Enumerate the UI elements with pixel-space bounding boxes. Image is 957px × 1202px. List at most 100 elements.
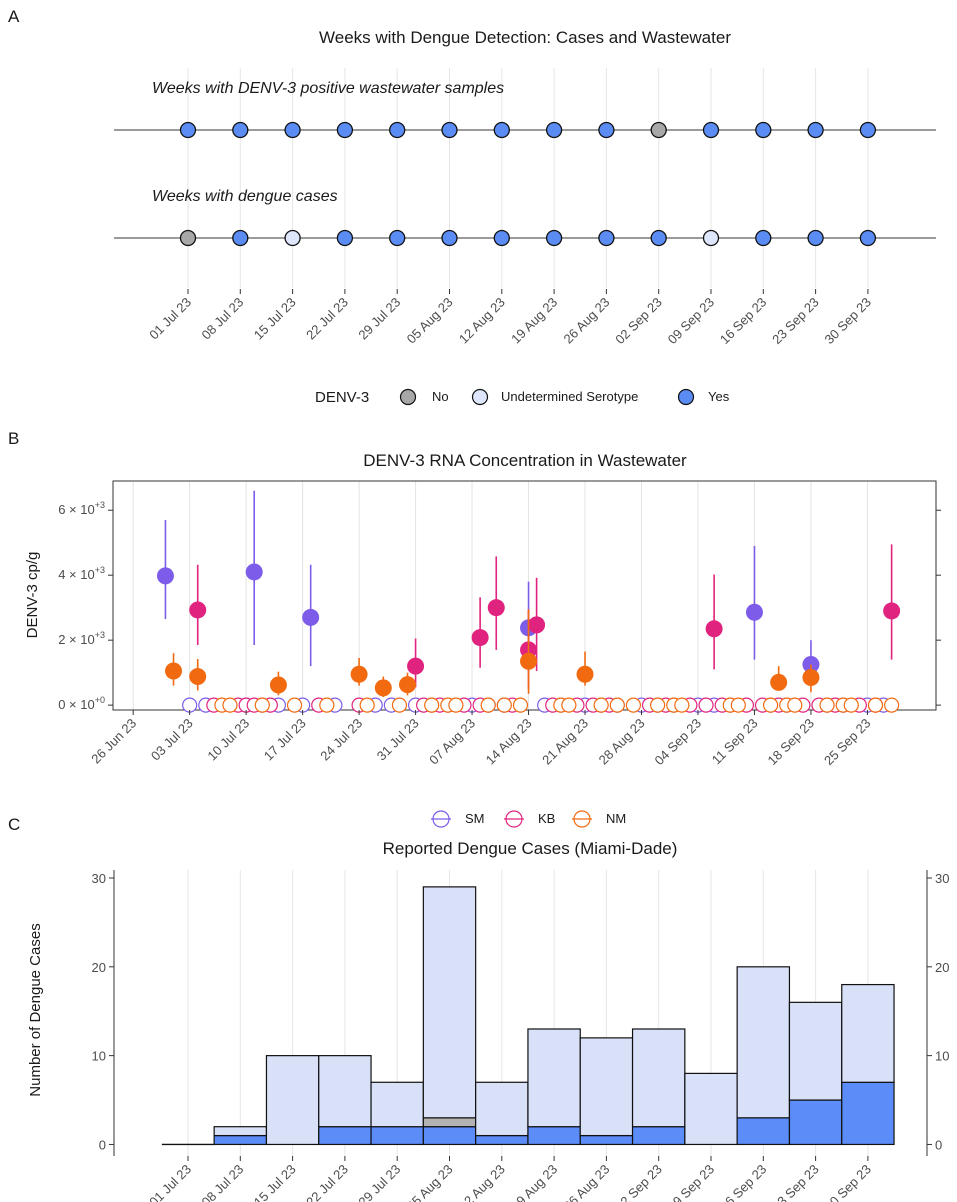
zero-point-nm (286, 697, 303, 713)
panel-b-x-tick-label: 28 Aug 23 (596, 716, 648, 768)
legend-key-no (399, 388, 417, 406)
cases-week-point (232, 229, 249, 247)
panel-b-x-tick-label: 07 Aug 23 (426, 716, 478, 768)
zero-point-nm (650, 697, 666, 713)
panel-c-x-tick-label: 16 Sep 23 (717, 1162, 770, 1202)
panel-a-x-tick-label: 12 Aug 23 (456, 295, 508, 347)
cases-week-point (859, 229, 877, 247)
panel-c-x-tick-label: 26 Aug 23 (561, 1162, 613, 1202)
panel-c-x-tick-label: 05 Aug 23 (404, 1162, 456, 1202)
panel-b-x-tick-label: 17 Jul 23 (261, 716, 309, 764)
concentration-point-nm (165, 662, 183, 680)
panel-b-x-tick-label: 25 Sep 23 (821, 716, 874, 769)
concentration-point-nm (802, 669, 820, 687)
panel-b-y-tick-label: 2 × 10+3 (58, 630, 105, 647)
bar-segment-yes (631, 1126, 686, 1146)
panel-c-x-tick-label: 01 Jul 23 (146, 1162, 194, 1202)
panel-b-x-tick-label: 21 Aug 23 (539, 716, 591, 768)
zero-point-nm (593, 697, 609, 713)
bar-segment-yes (213, 1134, 268, 1146)
concentration-point-nm (576, 665, 594, 683)
panel-a-points (179, 121, 877, 247)
bar-segment-undetermined-serotype (265, 1055, 320, 1146)
panel-a-x-tick-label: 23 Sep 23 (769, 295, 822, 348)
panel-c-y-axis: 0 0 10 10 20 20 30 30 (92, 871, 950, 1152)
legend-key-yes (677, 388, 695, 406)
legend-key-undetermined (471, 388, 489, 406)
panel-c-y-tick-label: 20 (92, 960, 106, 975)
bar-segment-undetermined-serotype (213, 1126, 268, 1137)
cases-week-point (755, 229, 772, 247)
panel-b-title: DENV-3 RNA Concentration in Wastewater (363, 451, 687, 470)
panel-a-legend-title: DENV-3 (315, 389, 369, 406)
concentration-point-kb (883, 602, 901, 620)
zero-point-nm (609, 697, 625, 713)
panel-b-y-axis: 0 × 10+0 2 × 10+3 4 × 10+3 6 × 10+3 (58, 500, 941, 712)
zero-point-nm (819, 697, 835, 713)
cases-week-point (598, 229, 615, 247)
panel-b-x-tick-label: 26 Jun 23 (88, 716, 139, 767)
cases-week-point (702, 229, 720, 247)
bar-segment-undetermined-serotype (684, 1072, 738, 1146)
panel-b-x-axis: 26 Jun 23 03 Jul 23 10 Jul 23 17 Jul 23 24 J… (88, 710, 874, 769)
panel-label-b: B (8, 429, 19, 448)
legend-label-undetermined: Undetermined Serotype (501, 389, 638, 404)
zero-point-nm (512, 697, 529, 713)
concentration-point-nm (350, 665, 368, 683)
concentration-point-kb (189, 601, 207, 619)
panel-c-x-tick-label: 22 Jul 23 (303, 1162, 351, 1202)
concentration-point-nm (770, 673, 788, 691)
wastewater-week-point (232, 121, 249, 139)
panel-c-x-tick-label: 09 Sep 23 (665, 1162, 718, 1202)
cases-week-point (807, 229, 824, 247)
legend-label-yes: Yes (708, 389, 730, 404)
zero-point-nm (424, 697, 440, 713)
wastewater-week-point (859, 121, 877, 139)
panel-a-x-axis: 01 Jul 23 08 Jul 23 15 Jul 23 22 Jul 23 29 J… (146, 289, 874, 347)
panel-a-row-label-cases: Weeks with dengue cases (152, 188, 338, 205)
panel-b-x-tick-label: 18 Sep 23 (765, 716, 818, 769)
legend-label-sm: SM (465, 811, 485, 826)
panel-c-x-tick-label: 15 Jul 23 (251, 1162, 299, 1202)
panel-b-x-tick-label: 31 Jul 23 (374, 716, 422, 764)
zero-point-nm (762, 697, 779, 713)
bar-segment-undetermined-serotype (841, 983, 895, 1083)
legend-label-kb: KB (538, 811, 555, 826)
legend-label-nm: NM (606, 811, 626, 826)
wastewater-week-point (598, 121, 615, 139)
cases-week-point (336, 229, 354, 247)
panel-a-x-tick-label: 29 Jul 23 (355, 295, 403, 343)
panel-b-concentration-chart: DENV-3 RNA Concentration in Wastewater 0… (24, 451, 941, 828)
wastewater-week-point (493, 121, 510, 139)
panel-a-x-tick-label: 30 Sep 23 (821, 295, 874, 348)
panel-b-x-tick-label: 03 Jul 23 (148, 716, 196, 764)
panel-c-x-tick-label: 23 Sep 23 (769, 1162, 822, 1202)
zero-point-nm (391, 697, 408, 713)
cases-week-point (284, 229, 301, 247)
panel-b-gridlines (132, 481, 868, 710)
concentration-point-kb (407, 657, 425, 675)
cases-week-point (545, 229, 563, 247)
zero-point-nm (730, 697, 746, 713)
panel-a-x-tick-label: 15 Jul 23 (251, 295, 299, 343)
panel-c-x-axis: 01 Jul 23 08 Jul 23 15 Jul 23 22 Jul 23 29 J… (146, 1156, 874, 1202)
bar-segment-yes (841, 1081, 895, 1146)
concentration-point-nm (520, 652, 538, 670)
cases-week-point (441, 229, 458, 247)
bar-segment-undetermined-serotype (475, 1081, 529, 1137)
panel-b-marks (156, 490, 901, 713)
zero-point-nm (319, 697, 335, 713)
bar-segment-yes (318, 1126, 372, 1146)
zero-point-nm (254, 697, 270, 713)
panel-c-right-y-tick-label: 30 (935, 871, 949, 886)
concentration-point-kb (528, 616, 546, 634)
panel-b-x-tick-label: 04 Sep 23 (652, 716, 705, 769)
cases-week-point (179, 229, 197, 247)
concentration-point-kb (471, 629, 489, 647)
zero-point-nm (867, 697, 884, 713)
panel-c-y-tick-label: 0 (99, 1137, 106, 1152)
panel-c-x-tick-label: 29 Jul 23 (355, 1162, 403, 1202)
bar-segment-yes (422, 1126, 477, 1146)
legend-label-no: No (432, 389, 449, 404)
